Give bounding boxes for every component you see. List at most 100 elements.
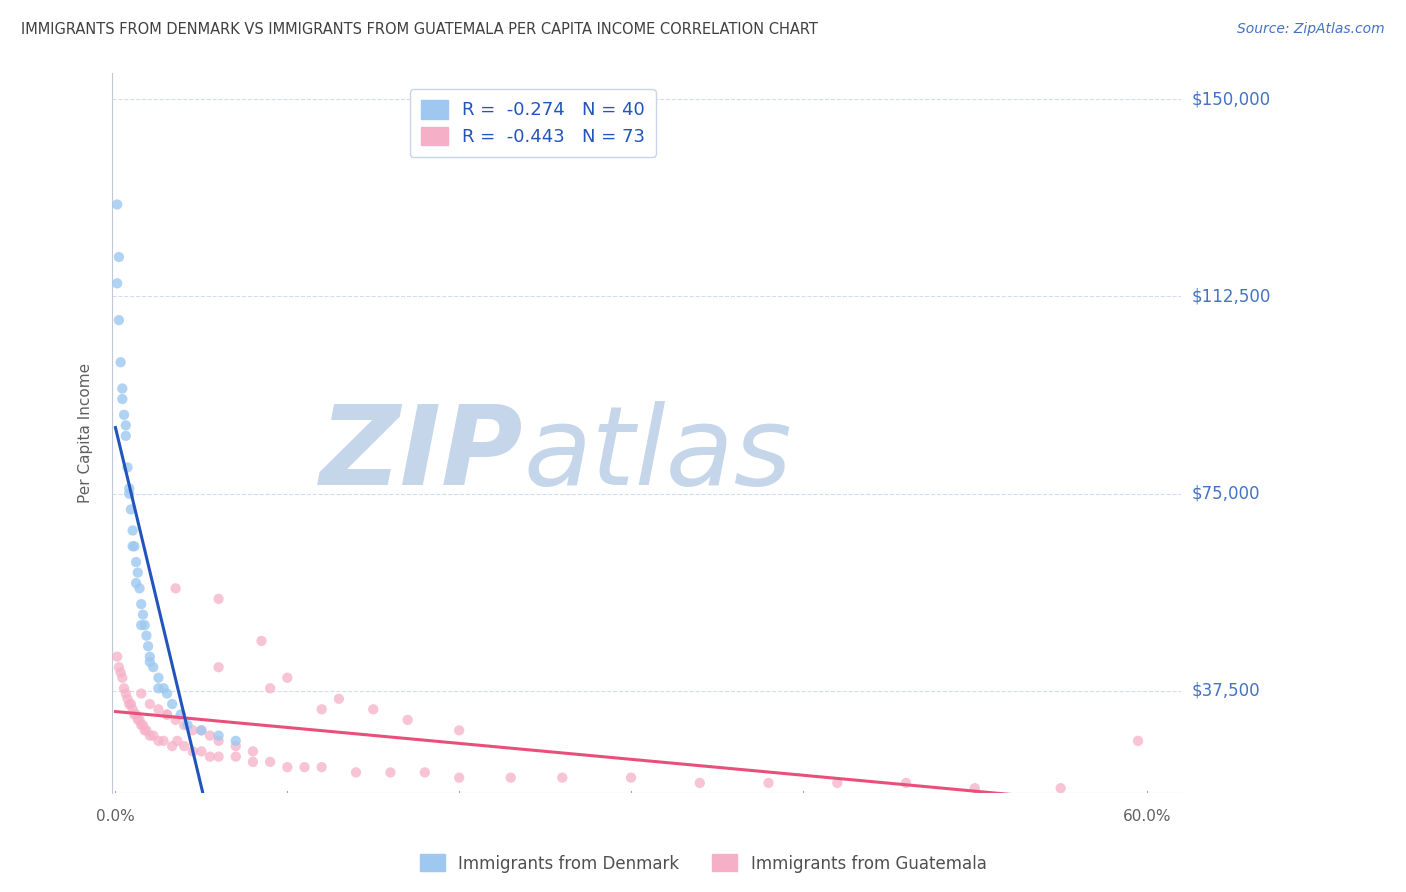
Point [134,618,156,632]
Point [139,729,162,743]
Point [124,539,146,553]
Point [124,707,146,722]
Point [108,313,131,327]
Point [242,744,264,758]
Point [156,686,179,700]
Point [181,723,204,738]
Point [170,707,193,722]
Point [136,639,159,653]
Point [160,697,183,711]
Point [198,729,221,743]
Point [105,197,128,211]
Text: atlas: atlas [523,401,792,508]
Point [311,760,333,774]
Point [117,691,139,706]
Point [121,702,143,716]
Point [396,713,419,727]
Point [127,713,149,727]
Point [250,634,273,648]
Point [112,681,135,696]
Point [173,739,195,753]
Point [190,723,212,738]
Point [135,723,157,738]
Text: ZIP: ZIP [321,401,523,508]
Point [449,771,471,785]
Point [128,582,150,596]
Point [225,749,247,764]
Point [121,539,143,553]
Point [156,707,179,722]
Point [449,723,471,738]
Point [276,671,298,685]
Point [111,382,134,396]
Point [160,739,183,753]
Point [827,776,849,790]
Point [129,686,152,700]
Text: $150,000: $150,000 [1192,90,1271,108]
Point [242,755,264,769]
Y-axis label: Per Capita Income: Per Capita Income [79,363,93,503]
Point [689,776,711,790]
Point [114,429,136,443]
Point [190,723,212,738]
Point [413,765,436,780]
Point [173,718,195,732]
Text: 0.0%: 0.0% [96,809,135,824]
Point [156,707,179,722]
Point [142,660,165,674]
Point [134,723,156,738]
Point [125,707,148,722]
Point [152,734,174,748]
Point [118,486,141,500]
Point [225,734,247,748]
Point [110,665,132,680]
Point [127,566,149,580]
Point [139,649,162,664]
Text: Source: ZipAtlas.com: Source: ZipAtlas.com [1237,22,1385,37]
Point [132,718,155,732]
Point [344,765,367,780]
Point [142,729,165,743]
Point [129,597,152,611]
Point [120,502,142,516]
Point [132,607,155,622]
Point [125,555,148,569]
Point [963,781,986,796]
Point [114,418,136,433]
Point [198,749,221,764]
Point [152,681,174,696]
Point [259,681,281,696]
Text: 60.0%: 60.0% [1122,809,1171,824]
Point [259,755,281,769]
Point [620,771,643,785]
Point [112,408,135,422]
Text: $75,000: $75,000 [1192,484,1261,503]
Legend: Immigrants from Denmark, Immigrants from Guatemala: Immigrants from Denmark, Immigrants from… [413,847,993,880]
Point [311,702,333,716]
Point [361,702,384,716]
Point [207,729,229,743]
Point [207,660,229,674]
Point [225,739,247,753]
Point [207,734,229,748]
Point [125,576,148,591]
Point [148,681,170,696]
Point [135,629,157,643]
Point [499,771,522,785]
Point [105,277,128,291]
Point [118,482,141,496]
Point [276,760,298,774]
Point [108,660,131,674]
Point [111,671,134,685]
Point [207,749,229,764]
Point [1049,781,1071,796]
Point [1126,734,1149,748]
Point [139,697,162,711]
Point [758,776,780,790]
Point [118,697,141,711]
Text: $112,500: $112,500 [1192,287,1271,305]
Point [139,655,162,669]
Point [207,591,229,606]
Point [120,697,142,711]
Point [165,713,187,727]
